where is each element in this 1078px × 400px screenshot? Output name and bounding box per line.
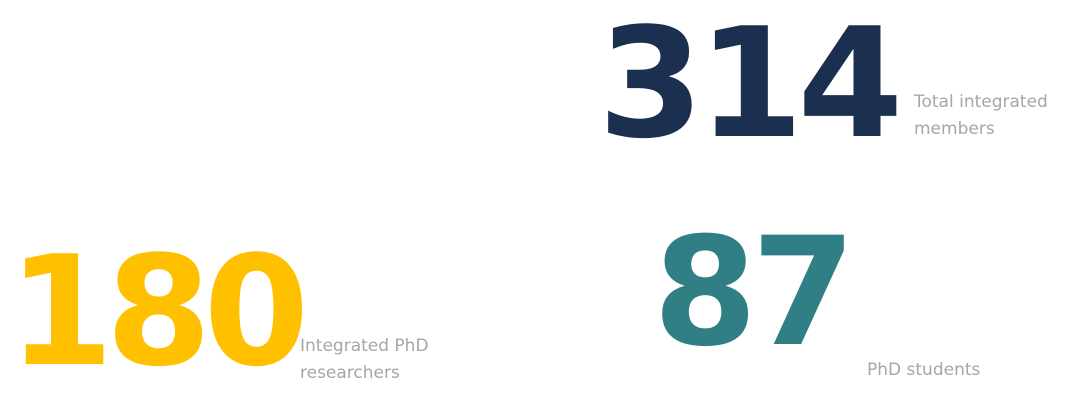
stat-label-line: PhD students: [867, 357, 980, 384]
stat-label-line: Total integrated: [914, 89, 1048, 116]
stat-value: 314: [598, 8, 897, 160]
stat-label-line: Integrated PhD: [300, 333, 429, 360]
stat-label: PhD students: [867, 357, 980, 384]
stat-label-line: researchers: [300, 360, 429, 387]
stat-label: Integrated PhD researchers: [300, 333, 429, 387]
stat-value: 87: [653, 218, 850, 368]
stat-label: Total integrated members: [914, 89, 1048, 143]
stat-value: 180: [8, 236, 301, 388]
stat-label-line: members: [914, 116, 1048, 143]
